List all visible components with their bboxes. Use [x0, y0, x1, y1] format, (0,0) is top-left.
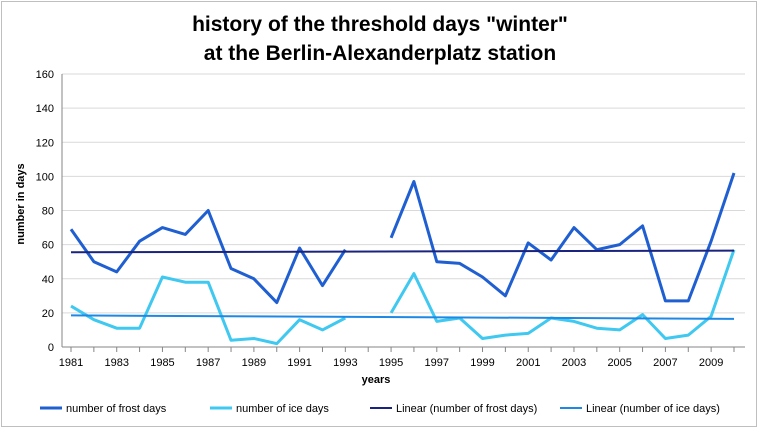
series-line-2: [70, 249, 736, 346]
legend-label: number of frost days: [66, 403, 167, 415]
x-tick-label: 1985: [150, 357, 174, 369]
x-tick-label: 1991: [287, 357, 311, 369]
x-tick-label: 1995: [379, 357, 403, 369]
y-axis-ticks: 0 20 40 60 80 100 120 140 160: [36, 69, 54, 354]
x-tick-label: 1983: [104, 357, 128, 369]
x-tick-label: 2007: [653, 357, 677, 369]
series-line-1: [69, 172, 736, 305]
x-tick-label: 1999: [470, 357, 494, 369]
y-axis-title: number in days: [15, 163, 27, 244]
legend: number of frost days number of ice days Li…: [40, 403, 720, 415]
x-axis-title: years: [362, 374, 391, 386]
x-tick-label: 2003: [562, 357, 586, 369]
legend-label: Linear (number of ice days): [586, 403, 720, 415]
x-tick-label: 1997: [425, 357, 449, 369]
x-tick-label: 1989: [242, 357, 266, 369]
x-tick-label: 1981: [59, 357, 83, 369]
x-tick-label: 2001: [516, 357, 540, 369]
y-tick-label: 20: [42, 308, 54, 320]
x-tick-label: 2005: [607, 357, 631, 369]
trendline-1: [70, 249, 735, 254]
y-tick-label: 120: [36, 137, 54, 149]
x-tick-label: 1987: [196, 357, 220, 369]
chart-title-line-1: history of the threshold days "winter": [192, 13, 568, 36]
legend-label: Linear (number of frost days): [396, 403, 537, 415]
chart-title-line-2: at the Berlin-Alexanderplatz station: [203, 42, 557, 65]
gridlines: [61, 73, 745, 348]
series-lines: [69, 172, 736, 346]
x-tick-label: 1993: [333, 357, 357, 369]
x-axis-ticks: 1981 1983 1985 1987 1989 1991 1993 1995 1997 1999…: [59, 347, 735, 369]
trendline-2: [70, 314, 735, 320]
x-tick-label: 2009: [699, 357, 723, 369]
y-tick-label: 140: [36, 103, 54, 115]
y-tick-label: 0: [48, 342, 54, 354]
chart-title: history of the threshold days "winter" a…: [0, 10, 760, 68]
y-tick-label: 80: [42, 206, 54, 218]
y-tick-label: 60: [42, 240, 54, 252]
legend-label: number of ice days: [236, 403, 329, 415]
y-tick-label: 160: [36, 69, 54, 81]
y-tick-label: 40: [42, 274, 54, 286]
y-tick-label: 100: [36, 171, 54, 183]
